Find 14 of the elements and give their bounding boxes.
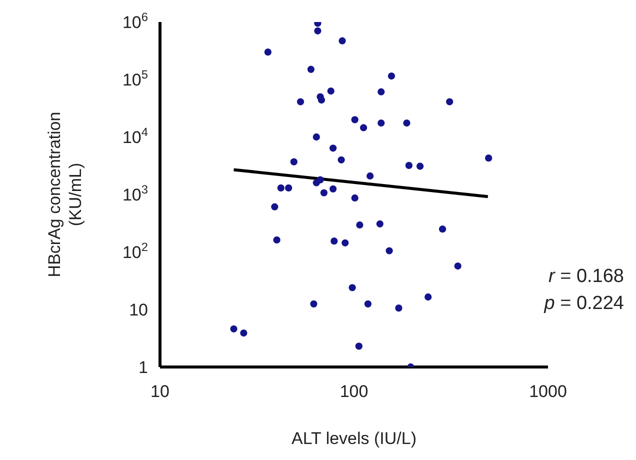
y-tick-label: 10 [129, 300, 148, 320]
x-tick-label: 1000 [529, 382, 567, 401]
y-axis-title: HBcrAg concentration (KU/mL) [45, 112, 85, 278]
text: r = 0.168 [548, 266, 624, 288]
y-tick-label: 10$^{5}$ [122, 68, 148, 90]
y-tick-label: 10$^{4}$ [122, 125, 148, 147]
x-axis-title: ALT levels (IU/L) [291, 429, 417, 448]
y-tick-label: 10$^{3}$ [122, 182, 148, 204]
x-tick-label: 100 [340, 382, 368, 401]
y-tick-label: 10$^{6}$ [122, 10, 148, 32]
y-tick-label: 10$^{2}$ [122, 240, 148, 262]
x-tick-label: 10 [150, 382, 170, 401]
annotation: p = 0.224 [544, 293, 624, 315]
y-tick-label: 1 [138, 358, 148, 377]
